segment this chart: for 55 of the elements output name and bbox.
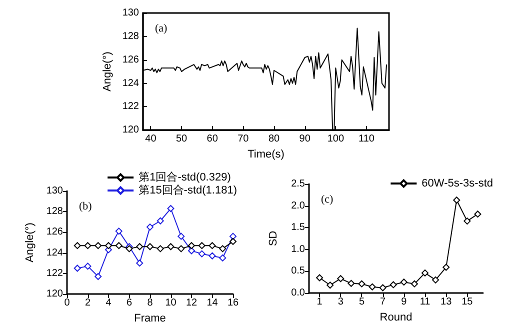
legend-label: 第15回合-std(1.181): [138, 184, 238, 196]
x-tick-label: 50: [176, 134, 188, 145]
y-tick-label: 126: [122, 54, 140, 66]
x-axis-title: Frame: [134, 312, 166, 324]
annotation: (b): [79, 200, 92, 212]
y-tick-label: 2.5: [291, 178, 306, 190]
y-tick-label: 128: [46, 206, 64, 218]
y-tick-label: 0.0: [291, 288, 306, 298]
x-axis-title: Time(s): [248, 148, 284, 160]
x-tick-label: 0: [64, 298, 70, 308]
x-tick-label: 10: [165, 298, 177, 308]
y-tick-label: 130: [46, 186, 64, 196]
x-tick-label: 12: [186, 298, 198, 308]
x-tick-label: 1: [316, 296, 323, 308]
y-axis-title: Angle(°): [102, 52, 114, 92]
x-tick-label: 6: [126, 298, 132, 308]
x-tick-label: 100: [327, 134, 344, 145]
x-tick-label: 3: [338, 296, 344, 308]
annotation: (c): [321, 194, 334, 206]
legend-label: 第1回合-std(0.329): [138, 170, 231, 184]
y-tick-label: 122: [46, 268, 64, 279]
y-tick-label: 1.0: [291, 244, 306, 255]
x-tick-label: 90: [299, 134, 311, 145]
y-tick-label: 122: [122, 101, 140, 112]
y-tick-label: 126: [46, 226, 64, 238]
x-tick-label: 7: [380, 296, 386, 308]
y-tick-label: 2.0: [291, 200, 306, 212]
y-tick-label: 130: [122, 8, 140, 18]
x-tick-label: 9: [401, 296, 408, 308]
y-tick-label: 120: [46, 288, 64, 300]
x-tick-label: 16: [227, 298, 239, 308]
y-tick-label: 124: [46, 247, 64, 258]
x-tick-label: 15: [462, 296, 474, 308]
y-tick-label: 0.5: [291, 266, 306, 277]
x-tick-label: 11: [420, 296, 431, 308]
legend-label: 60W-5s-3s-std: [422, 178, 494, 190]
y-axis-title: SD: [268, 230, 280, 246]
x-tick-label: 2: [84, 298, 91, 308]
x-tick-label: 60: [206, 134, 218, 145]
y-tick-label: 120: [122, 124, 140, 136]
x-tick-label: 40: [145, 134, 157, 145]
x-tick-label: 4: [106, 298, 112, 308]
y-axis-title: Angle(°): [24, 222, 36, 262]
x-tick-label: 14: [206, 298, 218, 308]
y-tick-label: 124: [122, 78, 140, 89]
x-tick-label: 110: [358, 134, 375, 145]
x-tick-label: 8: [147, 298, 154, 308]
x-tick-label: 5: [358, 296, 365, 308]
x-tick-label: 70: [238, 134, 250, 145]
x-tick-label: 13: [440, 296, 452, 308]
x-axis-title: Round: [380, 311, 412, 324]
y-tick-label: 128: [122, 30, 140, 42]
annotation: (a): [155, 22, 168, 34]
x-tick-label: 80: [268, 134, 280, 145]
y-tick-label: 1.5: [291, 222, 306, 234]
